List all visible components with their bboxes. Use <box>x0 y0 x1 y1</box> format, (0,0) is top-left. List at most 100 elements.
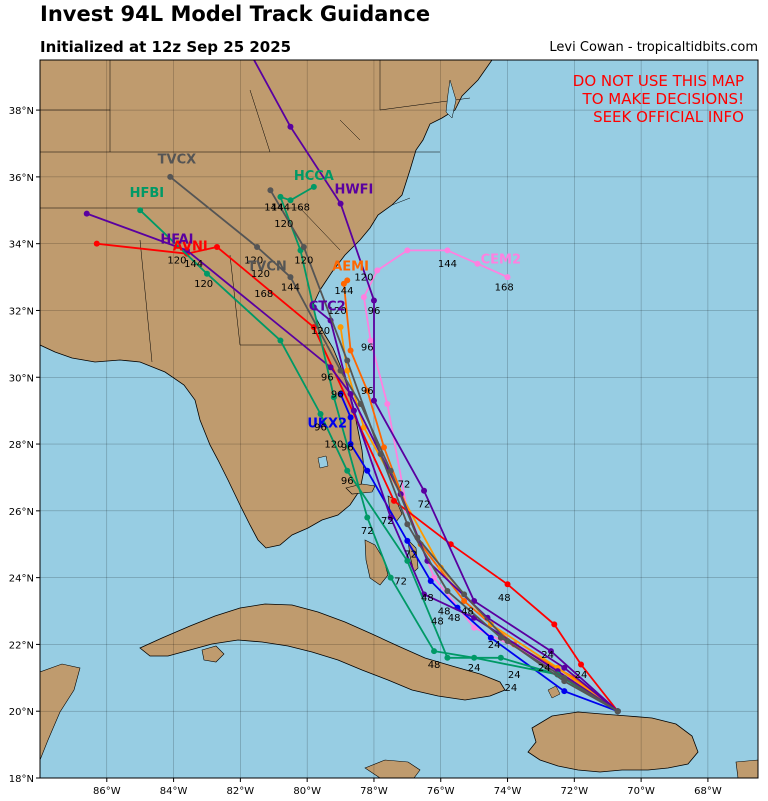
hour-label: 24 <box>468 663 481 674</box>
track-point-hcca <box>387 574 394 581</box>
track-point-aemi <box>461 598 468 605</box>
y-tick-label: 36°N <box>9 173 34 184</box>
track-point-hfbi <box>497 654 504 661</box>
track-point-ukx2 <box>364 467 371 474</box>
land-bahamas-andros <box>364 539 389 586</box>
hour-label: 120 <box>354 272 373 283</box>
y-tick-label: 32°N <box>9 306 34 317</box>
track-point-aemi <box>344 277 351 284</box>
hour-label: 24 <box>508 670 521 681</box>
warning-text: DO NOT USE THIS MAP TO MAKE DECISIONS! S… <box>573 72 744 126</box>
track-point-ukx2 <box>487 634 494 641</box>
track-line-hfbi <box>139 209 619 712</box>
hour-label: 96 <box>341 476 354 487</box>
y-tick-label: 24°N <box>9 574 34 585</box>
land-jamaica <box>364 759 421 778</box>
land-puerto-rico <box>735 759 758 778</box>
hour-label: 48 <box>428 660 441 671</box>
hour-label: 120 <box>251 269 270 280</box>
track-line-avni <box>96 242 619 712</box>
y-tick-label: 22°N <box>9 640 34 651</box>
track-point-tvcn <box>614 708 621 715</box>
track-point-hfbi <box>344 467 351 474</box>
map-frame <box>39 59 759 779</box>
model-label-aemi: AEMI <box>332 259 369 274</box>
track-point-hwfi <box>247 50 253 56</box>
hour-label: 48 <box>461 606 474 617</box>
model-label-hfai: HFAI <box>160 233 193 248</box>
track-point-hfai <box>83 210 90 217</box>
track-point-ctc2 <box>350 407 357 414</box>
y-tick-label: 34°N <box>9 240 34 251</box>
track-point-hfai <box>561 664 568 671</box>
track-point-hfbi <box>404 557 411 564</box>
hour-label: 96 <box>321 373 334 384</box>
track-point-avni <box>213 244 220 251</box>
track-point-cem2 <box>504 274 511 281</box>
y-tick-label: 30°N <box>9 373 34 384</box>
hour-label: 24 <box>538 663 551 674</box>
track-point-tvcn <box>561 674 568 681</box>
hour-label: 96 <box>368 306 381 317</box>
hour-label: 144 <box>264 202 283 213</box>
hour-label: 48 <box>421 593 434 604</box>
hour-label: 96 <box>331 389 344 400</box>
track-point-cem2 <box>374 267 381 274</box>
hour-label: 48 <box>438 606 451 617</box>
track-point-tvcx <box>254 244 261 251</box>
track-point-hwfi <box>370 297 377 304</box>
warning-line-3: SEEK OFFICIAL INFO <box>593 108 744 126</box>
track-point-tvcn <box>344 357 351 364</box>
model-label-tvcn: TVCN <box>247 259 286 274</box>
track-point-tvcn <box>377 451 384 458</box>
x-tick-label: 80°W <box>293 786 321 797</box>
axis-ticks: 86°W 84°W 82°W 80°W 78°W 76°W 74°W 72°W 70°W 68°W… <box>9 106 722 797</box>
track-point-tvcx <box>337 367 344 374</box>
map-subtitle: Initialized at 12z Sep 25 2025 <box>40 38 292 56</box>
track-point-hfai <box>327 364 334 371</box>
credit-text: Levi Cowan - tropicaltidbits.com <box>549 40 758 55</box>
track-point-hcca <box>287 197 294 204</box>
track-point-ukx2 <box>347 414 354 421</box>
warning-line-1: DO NOT USE THIS MAP <box>573 72 744 90</box>
land-yucatan <box>40 663 81 761</box>
y-tick-label: 18°N <box>9 774 34 785</box>
hour-label: 96 <box>341 443 354 454</box>
track-point-hwfi <box>287 123 294 130</box>
track-point-tvcn <box>497 634 504 641</box>
hour-label: 120 <box>311 326 330 337</box>
land-chesapeake-bay <box>445 79 457 119</box>
track-point-tvcx <box>167 173 174 180</box>
track-point-ukx2 <box>404 537 411 544</box>
model-label-hfbi: HFBI <box>130 186 165 201</box>
track-labels: CEM2144168AEMI96120144AVNI4824120144UKX2… <box>130 153 588 695</box>
hour-label: 144 <box>281 282 300 293</box>
track-point-cem2 <box>404 247 411 254</box>
hour-label: 96 <box>314 423 327 434</box>
track-point-aemi <box>364 387 371 394</box>
track-point-hcca <box>310 183 317 190</box>
x-tick-label: 82°W <box>227 786 255 797</box>
track-point-hfbi <box>277 337 284 344</box>
model-label-avni: AVNI <box>173 239 208 254</box>
land-lake-okeechobee <box>317 455 329 469</box>
track-point-avni <box>390 497 397 504</box>
land-cuba <box>139 603 506 701</box>
track-point-ukx2 <box>427 577 434 584</box>
track-point-ukx2 <box>347 441 354 448</box>
hour-label: 72 <box>394 576 407 587</box>
track-point-aemi <box>347 347 354 354</box>
x-tick-label: 76°W <box>427 786 455 797</box>
model-label-ukx2: UKX2 <box>307 416 347 431</box>
track-point-avni <box>551 621 558 628</box>
track-point-bamm <box>344 367 351 374</box>
hour-label: 48 <box>431 616 444 627</box>
track-point-avni <box>504 581 511 588</box>
hour-label: 120 <box>244 256 263 267</box>
hour-label: 48 <box>498 593 511 604</box>
x-tick-label: 70°W <box>627 786 655 797</box>
model-label-hwfi: HWFI <box>334 183 373 198</box>
track-point-bamm <box>360 424 367 431</box>
track-point-cem2 <box>367 337 374 344</box>
x-tick-label: 78°W <box>360 786 388 797</box>
